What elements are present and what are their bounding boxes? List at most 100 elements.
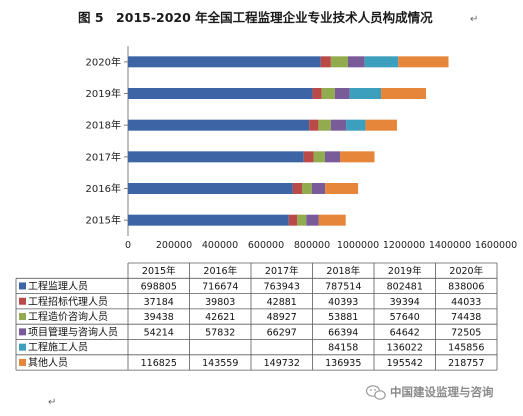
table-value-cell: 40393 bbox=[328, 297, 358, 308]
x-tick-label: 1000000 bbox=[337, 240, 379, 251]
table-value-cell: 136022 bbox=[387, 343, 423, 354]
wechat-icon bbox=[365, 385, 386, 400]
legend-swatch bbox=[19, 297, 26, 305]
x-tick-label: 0 bbox=[125, 240, 131, 251]
table-value-cell: 116825 bbox=[141, 358, 177, 369]
table-value-cell: 74438 bbox=[451, 312, 481, 323]
bar-segment-1-0 bbox=[128, 183, 293, 194]
table-value-cell: 716674 bbox=[202, 281, 238, 292]
table-value-cell: 802481 bbox=[387, 281, 423, 292]
table-header-cell: 2018年 bbox=[326, 265, 360, 277]
bar-segment-3-0 bbox=[128, 119, 310, 131]
table-value-cell: 84158 bbox=[328, 343, 358, 354]
bar-segment-1-2 bbox=[301, 183, 312, 194]
bar-segment-2-3 bbox=[324, 151, 341, 163]
bar-segment-2-0 bbox=[128, 151, 304, 163]
bar-segment-2-2 bbox=[313, 151, 325, 163]
table-header-cell: 2017年 bbox=[265, 265, 299, 277]
legend-swatch bbox=[19, 358, 26, 366]
chart-title: 图 5 2015-2020 年全国工程监理企业专业技术人员构成情况 bbox=[78, 10, 433, 25]
table-value-cell: 698805 bbox=[141, 281, 177, 292]
bar-segment-3-5 bbox=[365, 119, 397, 131]
table-value-cell: 66297 bbox=[267, 327, 297, 338]
series-label: 工程招标代理人员 bbox=[28, 295, 108, 308]
bar-segment-3-4 bbox=[346, 119, 366, 131]
legend-swatch bbox=[19, 313, 26, 321]
bar-segment-1-5 bbox=[325, 183, 359, 194]
bar-segment-5-2 bbox=[330, 56, 348, 68]
legend-swatch bbox=[19, 328, 26, 336]
bar-segment-0-5 bbox=[318, 214, 346, 226]
table-value-cell: 54214 bbox=[144, 327, 174, 338]
table-value-cell: 838006 bbox=[448, 281, 484, 292]
x-tick-label: 1400000 bbox=[429, 240, 471, 251]
x-tick-label: 1600000 bbox=[475, 240, 517, 251]
table-value-cell: 57640 bbox=[390, 312, 420, 323]
bar-segment-5-4 bbox=[364, 56, 399, 68]
table-value-cell: 42621 bbox=[205, 312, 235, 323]
y-tick-label: 2019年 bbox=[86, 87, 121, 100]
table-value-cell: 72505 bbox=[451, 327, 481, 338]
table-value-cell: 39803 bbox=[205, 297, 235, 308]
table-value-cell: 42881 bbox=[267, 297, 297, 308]
watermark-text: 中国建设监理与咨询 bbox=[390, 385, 494, 399]
y-tick-label: 2016年 bbox=[86, 182, 121, 195]
plot-area: 2015年 2016年 2017年 2018年 2019年 2020年 bbox=[86, 46, 449, 236]
x-tick-label: 800000 bbox=[294, 240, 330, 251]
table-header-cell: 2016年 bbox=[203, 265, 237, 277]
bar-segment-4-1 bbox=[312, 88, 322, 99]
x-tick-label: 600000 bbox=[248, 240, 284, 251]
bar-segment-1-1 bbox=[292, 183, 302, 194]
series-label: 工程施工人员 bbox=[28, 341, 88, 354]
bar-segment-5-3 bbox=[347, 56, 365, 68]
bar-segment-0-0 bbox=[128, 214, 289, 226]
series-label: 其他人员 bbox=[28, 356, 68, 369]
bar-segment-4-4 bbox=[349, 88, 382, 99]
chart-title-group: 图 5 2015-2020 年全国工程监理企业专业技术人员构成情况 ↵ bbox=[78, 10, 478, 25]
bar-segment-3-2 bbox=[318, 119, 331, 131]
x-tick-label: 200000 bbox=[156, 240, 192, 251]
y-tick-label: 2017年 bbox=[86, 150, 121, 163]
bar-segment-5-1 bbox=[320, 56, 331, 68]
bar-segment-3-3 bbox=[330, 119, 347, 131]
bar-segment-0-2 bbox=[297, 214, 307, 226]
table-value-cell: 53881 bbox=[328, 312, 358, 323]
x-tick-label: 400000 bbox=[202, 240, 238, 251]
y-tick-label: 2015年 bbox=[86, 214, 121, 227]
table-value-cell: 39394 bbox=[390, 297, 420, 308]
table-header-cell: 2019年 bbox=[388, 265, 422, 277]
table-value-cell: 195542 bbox=[387, 358, 423, 369]
x-tick-label: 1200000 bbox=[383, 240, 425, 251]
series-label: 工程造价咨询人员 bbox=[28, 310, 108, 323]
table-value-cell: 37184 bbox=[144, 297, 174, 308]
bar-segment-5-0 bbox=[128, 56, 321, 68]
table-value-cell: 64642 bbox=[390, 327, 420, 338]
legend-swatch bbox=[19, 343, 26, 351]
table-value-cell: 149732 bbox=[264, 358, 300, 369]
bar-segment-4-0 bbox=[128, 88, 313, 99]
watermark: 中国建设监理与咨询 bbox=[365, 385, 494, 400]
bar-segment-4-2 bbox=[321, 88, 335, 99]
bar-segment-2-5 bbox=[340, 151, 375, 163]
bar-segment-0-1 bbox=[288, 214, 298, 226]
table-value-cell: 44033 bbox=[451, 297, 481, 308]
bottom-return-mark: ↵ bbox=[48, 397, 56, 408]
y-tick-label: 2018年 bbox=[86, 119, 121, 132]
table-value-cell: 218757 bbox=[448, 358, 484, 369]
bar-segment-0-3 bbox=[306, 214, 319, 226]
table-header-cell: 2020年 bbox=[449, 265, 483, 277]
title-return-mark: ↵ bbox=[470, 14, 478, 25]
bar-segment-2-1 bbox=[303, 151, 314, 163]
bar-segment-1-3 bbox=[311, 183, 326, 194]
table-header-cell: 2015年 bbox=[142, 265, 176, 277]
table-value-cell: 48927 bbox=[267, 312, 297, 323]
bar-segment-4-3 bbox=[334, 88, 350, 99]
table-value-cell: 39438 bbox=[144, 312, 174, 323]
bar-segment-3-1 bbox=[309, 119, 319, 131]
table-value-cell: 136935 bbox=[325, 358, 361, 369]
bar-segment-5-5 bbox=[398, 56, 449, 68]
legend-swatch bbox=[19, 282, 26, 290]
table-value-cell: 145856 bbox=[448, 343, 484, 354]
